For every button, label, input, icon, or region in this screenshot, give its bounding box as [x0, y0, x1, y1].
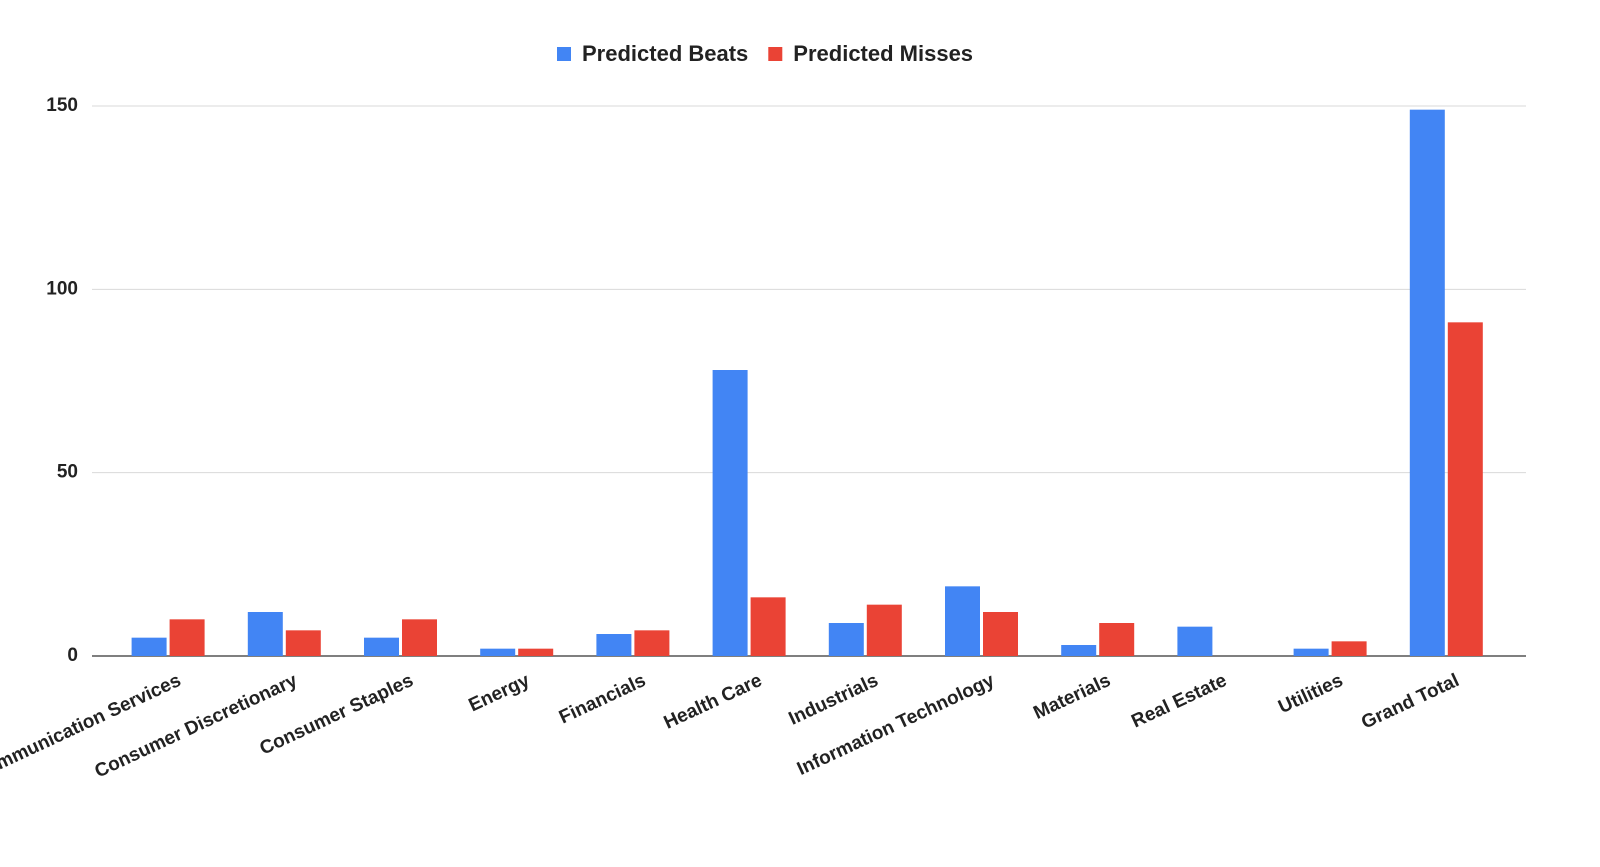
bar: [983, 612, 1018, 656]
bar: [518, 648, 554, 656]
bar: [1177, 626, 1213, 656]
x-tick-label: Utilities: [1275, 670, 1346, 718]
bar: [945, 586, 980, 656]
legend-swatch: [768, 47, 783, 61]
x-tick-label: Real Estate: [1128, 670, 1230, 732]
bar: [1447, 322, 1483, 656]
x-tick-label: Grand Total: [1358, 670, 1462, 733]
bar: [247, 612, 283, 656]
legend-label: Predicted Misses: [793, 41, 973, 66]
x-tick-label: Information Technology: [794, 670, 998, 780]
bar: [866, 604, 902, 656]
y-tick-label: 50: [57, 462, 78, 483]
y-tick-label: 150: [46, 95, 78, 116]
bar: [169, 619, 205, 656]
bar: [402, 619, 437, 656]
bar: [1099, 623, 1135, 656]
y-tick-label: 0: [67, 645, 78, 666]
x-tick-label: Materials: [1030, 670, 1114, 724]
bar: [480, 648, 516, 656]
bar: [828, 623, 864, 656]
legend-label: Predicted Beats: [582, 41, 748, 66]
bar: [1293, 648, 1329, 656]
bar: [712, 370, 748, 656]
x-tick-label: Consumer Discretionary: [92, 670, 301, 782]
bar: [1061, 645, 1097, 656]
bar: [364, 637, 399, 656]
legend: Predicted Beats Predicted Misses: [557, 41, 973, 66]
bar: [285, 630, 321, 656]
bar: [596, 634, 632, 656]
y-tick-label: 100: [46, 278, 78, 299]
legend-swatch: [557, 47, 571, 61]
x-tick-label: Energy: [466, 670, 534, 716]
x-tick-label: Health Care: [661, 670, 766, 734]
bar: [1331, 641, 1367, 656]
bar: [131, 637, 167, 656]
bar: [750, 597, 786, 656]
x-tick-label: Financials: [556, 670, 649, 728]
bar: [1409, 109, 1445, 656]
bar: [634, 630, 670, 656]
x-tick-label: Industrials: [786, 670, 882, 730]
x-tick-label: Communication Services: [0, 670, 184, 785]
